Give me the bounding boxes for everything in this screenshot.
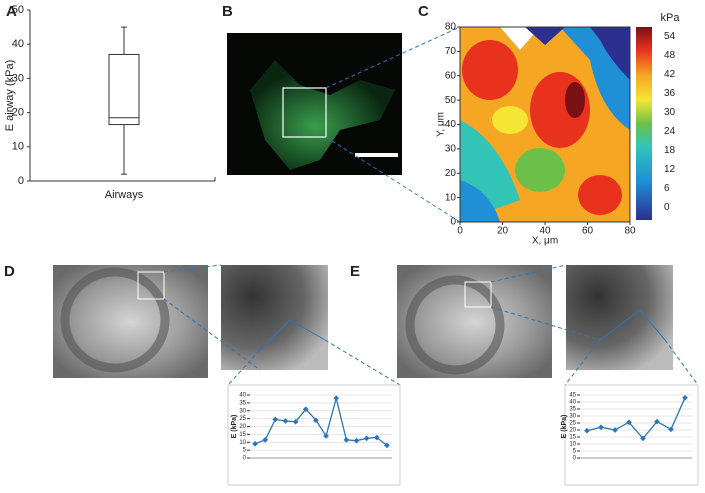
colorbar-tick-label: 42 (664, 69, 676, 80)
data-point (626, 419, 632, 426)
colorbar-tick-label: 36 (664, 88, 676, 99)
y-tick-label: 0 (18, 175, 24, 187)
x-tick-label: 20 (497, 226, 509, 237)
colorbar-tick-label: 30 (664, 107, 676, 118)
y-tick-label: 50 (12, 4, 24, 16)
y-tick-label: 0 (243, 456, 247, 462)
contour-map (460, 27, 652, 222)
data-point (682, 394, 688, 401)
x-tick-label: 80 (624, 226, 636, 237)
data-point (262, 437, 269, 443)
y-tick-label: 5 (573, 449, 577, 455)
y-tick-label: 50 (445, 95, 457, 106)
x-tick-label: 40 (539, 226, 551, 237)
data-point (252, 440, 258, 447)
microscopy-e (397, 264, 699, 486)
data-point (612, 427, 618, 433)
y-tick-label: 15 (569, 435, 576, 441)
y-tick-label: 60 (445, 70, 457, 81)
colorbar-tick-label: 6 (664, 183, 670, 194)
data-point (282, 418, 289, 424)
data-point (343, 437, 350, 443)
y-tick-label: 40 (239, 393, 246, 399)
box (108, 53, 140, 126)
y-tick-label: 30 (445, 144, 457, 155)
y-tick-label: 10 (569, 442, 576, 448)
data-point (640, 435, 646, 442)
fluorescence-image (227, 26, 461, 223)
y-axis-label: E airway (kPa) (4, 60, 16, 132)
y-tick-label: 35 (569, 407, 576, 413)
y-tick-label: 10 (445, 192, 457, 203)
y-tick-label: 45 (569, 393, 576, 399)
colorbar-tick-label: 48 (664, 50, 676, 61)
y-tick-label: 5 (243, 448, 247, 454)
y-tick-label: 70 (445, 46, 457, 57)
y-tick-label: 10 (239, 440, 246, 446)
plot-frame (459, 26, 631, 223)
x-tick-label: 0 (457, 226, 463, 237)
y-tick-label: 30 (239, 408, 246, 414)
panel-label: C (418, 3, 429, 20)
data-point (654, 418, 660, 425)
panel-label: A (6, 3, 17, 20)
data-point (668, 426, 674, 433)
data-point (598, 424, 604, 431)
x-tick-label: 60 (582, 226, 594, 237)
x-axis-label: X, μm (532, 236, 558, 247)
y-axis-label: E (kPa) (231, 415, 238, 439)
y-tick-label: 40 (12, 38, 24, 50)
data-point (323, 433, 329, 439)
y-tick-label: 20 (239, 424, 246, 430)
data-point (292, 418, 299, 425)
y-tick-label: 20 (445, 168, 457, 179)
y-tick-label: 25 (569, 421, 576, 427)
panel-label: D (4, 263, 15, 280)
data-point (272, 416, 279, 423)
y-tick-label: 15 (239, 432, 246, 438)
y-axis-label: E (kPa) (561, 415, 568, 439)
panel-labels: A B C D E (4, 3, 429, 280)
data-point (353, 437, 360, 444)
y-tick-label: 35 (239, 400, 246, 406)
microscopy-d (53, 264, 401, 486)
colorbar-tick-label: 12 (664, 164, 676, 175)
colorbar-tick-label: 18 (664, 145, 676, 156)
data-point (384, 442, 390, 449)
colorbar-tick-label: 54 (664, 31, 676, 42)
data-point (313, 417, 319, 424)
data-point (333, 395, 340, 401)
colorbar-tick-label: 24 (664, 126, 676, 137)
data-point (584, 427, 590, 434)
y-tick-label: 0 (573, 456, 577, 462)
y-tick-label: 20 (569, 428, 576, 434)
y-tick-label: 10 (12, 141, 24, 153)
y-tick-label: 0 (450, 217, 456, 228)
x-tick-label: Airways (105, 189, 144, 201)
y-tick-label: 40 (445, 119, 457, 130)
colorbar-tick-label: 0 (664, 202, 670, 213)
panel-label: E (350, 263, 360, 280)
colorbar-label: kPa (661, 12, 681, 24)
y-tick-label: 80 (445, 22, 457, 33)
y-axis-label: Y, μm (436, 112, 447, 137)
y-tick-label: 30 (12, 72, 24, 84)
y-tick-label: 20 (12, 107, 24, 119)
y-tick-label: 40 (569, 400, 576, 406)
y-tick-label: 25 (239, 416, 246, 422)
data-point (363, 435, 370, 442)
data-point (373, 434, 380, 441)
panel-label: B (222, 3, 233, 20)
y-tick-label: 30 (569, 414, 576, 420)
data-point (302, 406, 309, 413)
